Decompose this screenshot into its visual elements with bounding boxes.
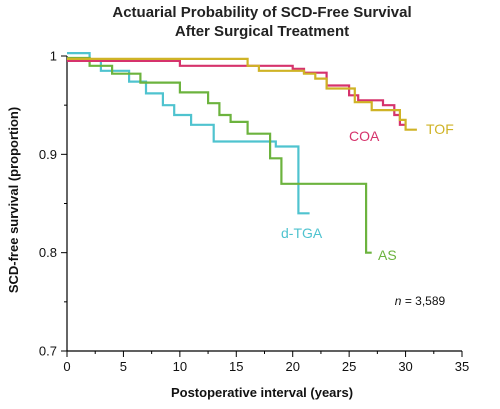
series-line-d-tga xyxy=(67,52,310,215)
series-label-as: AS xyxy=(378,247,397,263)
x-axis-label: Postoperative interval (years) xyxy=(171,385,353,400)
sample-size-annotation: n = 3,589 xyxy=(395,294,446,308)
y-tick-label: 1 xyxy=(50,49,57,64)
x-tick-label: 25 xyxy=(342,359,356,374)
series-group xyxy=(67,52,417,254)
series-label-coa: COA xyxy=(349,128,380,144)
y-axis: 0.7 0.8 0.9 1 xyxy=(39,49,68,359)
y-axis-label: SCD-free survival (proportion) xyxy=(6,107,21,293)
y-tick-label: 0.8 xyxy=(39,245,57,260)
x-tick-label: 0 xyxy=(63,359,70,374)
x-tick-label: 15 xyxy=(229,359,243,374)
x-tick-label: 10 xyxy=(173,359,187,374)
x-axis: 0 5 10 15 20 25 30 35 xyxy=(63,350,469,374)
x-tick-label: 20 xyxy=(285,359,299,374)
series-labels: d-TGA AS COA TOF xyxy=(281,121,454,263)
series-line-coa xyxy=(67,59,406,126)
chart-subtitle: After Surgical Treatment xyxy=(175,23,349,40)
series-label-tof: TOF xyxy=(426,121,454,137)
y-tick-label: 0.7 xyxy=(39,344,57,359)
y-tick-label: 0.9 xyxy=(39,147,57,162)
series-label-d-tga: d-TGA xyxy=(281,225,323,241)
series-line-tof xyxy=(67,57,417,131)
series-line-as xyxy=(67,56,372,254)
x-tick-label: 5 xyxy=(120,359,127,374)
x-tick-label: 35 xyxy=(455,359,469,374)
sample-size-value: = 3,589 xyxy=(401,294,445,308)
sample-size-prefix: n xyxy=(395,294,402,308)
chart-title: Actuarial Probability of SCD-Free Surviv… xyxy=(112,4,411,21)
x-tick-label: 30 xyxy=(398,359,412,374)
